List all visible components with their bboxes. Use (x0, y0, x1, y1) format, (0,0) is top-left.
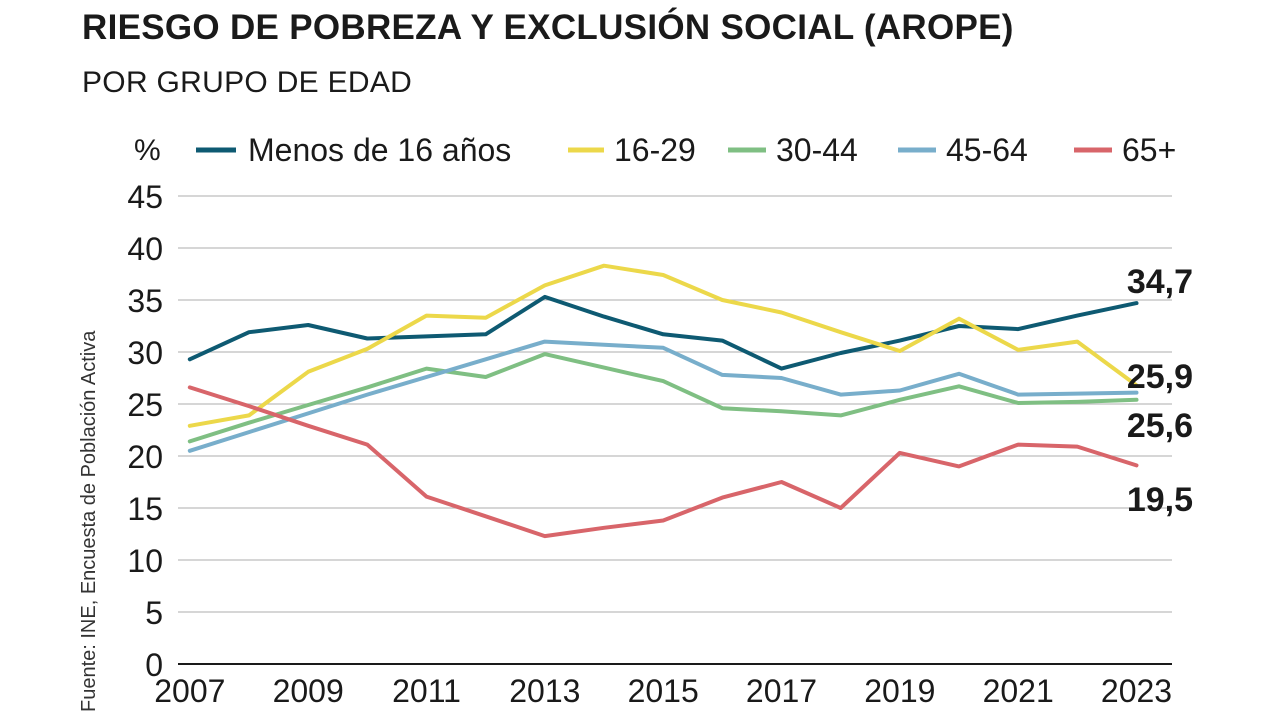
x-tick-label: 2013 (509, 673, 580, 709)
x-tick-label: 2007 (154, 673, 225, 709)
series-line (187, 339, 1139, 453)
series-lines (187, 263, 1139, 539)
y-tick-label: 40 (127, 231, 163, 267)
y-tick-label: 0 (145, 647, 163, 683)
y-tick-label: 45 (127, 179, 163, 215)
end-value-label: 25,9 (1127, 358, 1193, 396)
series-line (187, 352, 1139, 444)
y-axis-unit-label: % (134, 134, 161, 167)
x-tick-label: 2009 (273, 673, 344, 709)
legend-label: 16-29 (614, 132, 696, 168)
end-value-label: 19,5 (1127, 481, 1193, 519)
x-tick-label: 2015 (628, 673, 699, 709)
x-tick-label: 2019 (864, 673, 935, 709)
y-tick-label: 15 (127, 491, 163, 527)
x-tick-label: 2017 (746, 673, 817, 709)
y-tick-label: 10 (127, 543, 163, 579)
series-line (187, 294, 1139, 371)
legend: % Menos de 16 años 16-29 30-44 45-64 65+ (134, 132, 1176, 168)
legend-label: 45-64 (946, 132, 1028, 168)
chart-title: RIESGO DE POBREZA Y EXCLUSIÓN SOCIAL (AR… (82, 8, 1014, 47)
end-value-label: 25,6 (1127, 407, 1193, 445)
legend-label: 30-44 (776, 132, 858, 168)
series-line (187, 385, 1139, 539)
y-tick-label: 20 (127, 439, 163, 475)
legend-label: 65+ (1122, 132, 1176, 168)
series-line (187, 263, 1139, 428)
y-tick-label: 5 (145, 595, 163, 631)
y-tick-label: 25 (127, 387, 163, 423)
chart-subtitle: POR GRUPO DE EDAD (82, 66, 413, 99)
x-tick-label: 2021 (983, 673, 1054, 709)
x-tick-label: 2011 (392, 673, 461, 709)
end-labels: 34,7 25,9 25,6 19,5 (1127, 263, 1193, 519)
y-tick-label: 35 (127, 283, 163, 319)
legend-label: Menos de 16 años (248, 132, 511, 168)
axes: 0 5 10 15 20 25 30 35 40 45 2007 2009 2011 2013 2015 20… (127, 179, 1172, 709)
end-value-label: 34,7 (1127, 263, 1193, 301)
x-tick-label: 2023 (1101, 673, 1172, 709)
y-tick-label: 30 (127, 335, 163, 371)
